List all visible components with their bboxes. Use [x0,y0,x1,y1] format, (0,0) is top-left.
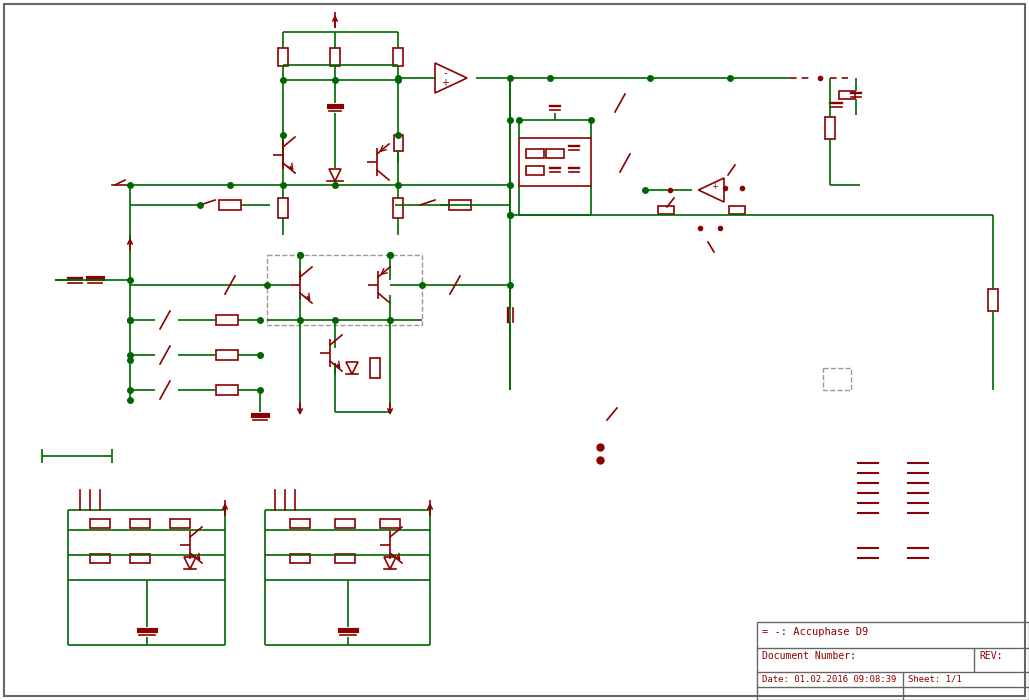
Bar [546,148,564,158]
Text: Sheet: 1/1: Sheet: 1/1 [908,675,962,684]
Text: = -: Accuphase D9: = -: Accuphase D9 [762,627,868,637]
Bar [988,289,998,311]
Bar [393,198,403,218]
Bar [519,138,591,186]
Bar [130,519,150,528]
Bar [216,350,238,360]
Bar [393,48,403,66]
Bar [380,519,400,528]
Bar [370,358,380,378]
Bar [393,135,402,151]
Bar [825,117,835,139]
Bar [330,48,340,66]
Bar [290,554,310,563]
Bar [526,165,544,174]
Text: Document Number:: Document Number: [762,651,856,661]
Bar [729,206,745,214]
Bar [130,554,150,563]
Text: Date: 01.02.2016 09:08:39: Date: 01.02.2016 09:08:39 [762,675,896,684]
Bar [526,148,544,158]
Bar [757,622,1029,700]
Bar [216,385,238,395]
Text: -: - [443,68,447,78]
Bar [90,554,110,563]
Bar [216,315,238,325]
Bar [658,206,674,214]
Bar [290,519,310,528]
Bar [449,200,471,210]
Text: REV:: REV: [979,651,1002,661]
Bar [267,255,422,325]
Bar [839,91,855,99]
Bar [278,198,288,218]
Text: +: + [441,78,449,88]
Bar [335,519,355,528]
Text: +: + [711,182,718,191]
Bar [335,554,355,563]
Bar [170,519,190,528]
Bar [90,519,110,528]
Bar [219,200,241,210]
Bar [823,368,851,390]
Bar [278,48,288,66]
